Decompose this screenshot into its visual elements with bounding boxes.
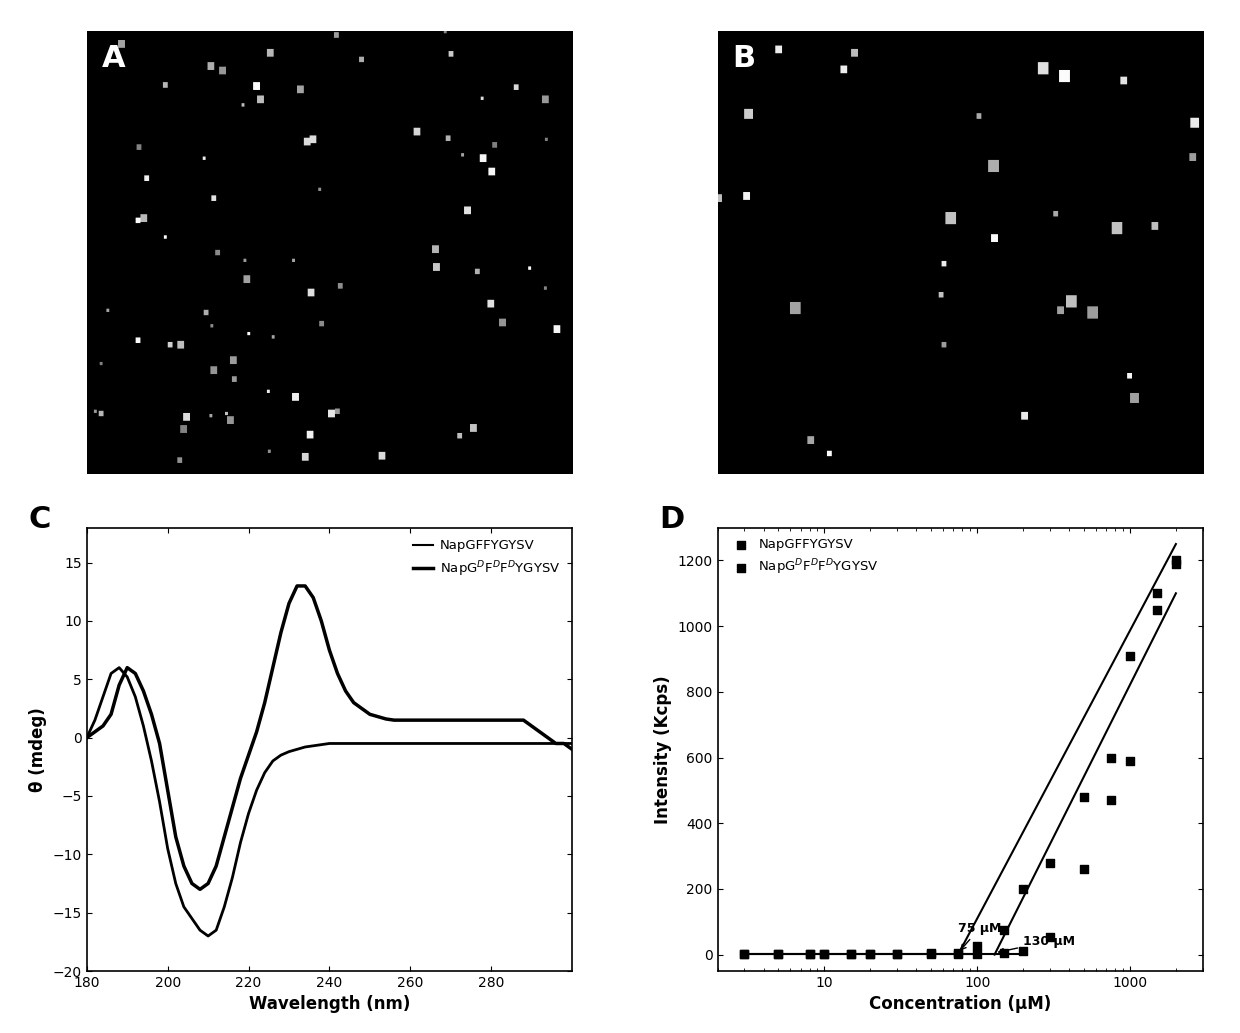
Point bbox=[734, 945, 754, 962]
Point bbox=[1101, 749, 1121, 765]
Text: 130 μM: 130 μM bbox=[998, 935, 1075, 953]
Legend: NapGFFYGYSV, NapG$^D$F$^D$F$^D$YGYSV: NapGFFYGYSV, NapG$^D$F$^D$F$^D$YGYSV bbox=[724, 534, 883, 582]
Point bbox=[1013, 943, 1033, 960]
Point bbox=[967, 938, 987, 954]
Point bbox=[861, 946, 880, 963]
Point bbox=[888, 946, 908, 963]
Text: D: D bbox=[660, 505, 684, 534]
Y-axis label: θ (mdeg): θ (mdeg) bbox=[29, 707, 47, 791]
Point bbox=[1074, 860, 1094, 877]
Point bbox=[1040, 929, 1060, 945]
Text: 75 μM: 75 μM bbox=[959, 921, 1002, 949]
Point bbox=[1120, 648, 1140, 664]
Point bbox=[921, 946, 941, 963]
Point bbox=[734, 946, 754, 963]
Point bbox=[1074, 788, 1094, 805]
Point bbox=[994, 945, 1014, 962]
Point bbox=[769, 945, 789, 962]
X-axis label: Wavelength (nm): Wavelength (nm) bbox=[249, 996, 410, 1013]
X-axis label: Concentration (μM): Concentration (μM) bbox=[869, 996, 1052, 1013]
Point bbox=[888, 945, 908, 962]
Point bbox=[994, 921, 1014, 938]
Y-axis label: Intensity (Kcps): Intensity (Kcps) bbox=[653, 675, 672, 823]
Point bbox=[1040, 854, 1060, 871]
Point bbox=[842, 945, 862, 962]
Point bbox=[1013, 881, 1033, 898]
Point bbox=[800, 945, 820, 962]
Point bbox=[1120, 753, 1140, 770]
Point bbox=[769, 946, 789, 963]
Text: C: C bbox=[29, 505, 51, 534]
Point bbox=[842, 946, 862, 963]
Point bbox=[1166, 556, 1185, 572]
Point bbox=[1147, 601, 1167, 618]
Text: A: A bbox=[102, 44, 125, 73]
Text: B: B bbox=[732, 44, 755, 73]
Point bbox=[949, 945, 968, 962]
Point bbox=[1101, 792, 1121, 809]
Point bbox=[815, 946, 835, 963]
Point bbox=[815, 945, 835, 962]
Point bbox=[1166, 553, 1185, 569]
Point bbox=[1147, 585, 1167, 601]
Point bbox=[949, 945, 968, 962]
Point bbox=[967, 945, 987, 962]
Legend: NapGFFYGYSV, NapG$^D$F$^D$F$^D$YGYSV: NapGFFYGYSV, NapG$^D$F$^D$F$^D$YGYSV bbox=[408, 534, 565, 584]
Point bbox=[800, 946, 820, 963]
Point bbox=[861, 945, 880, 962]
Point bbox=[921, 945, 941, 962]
